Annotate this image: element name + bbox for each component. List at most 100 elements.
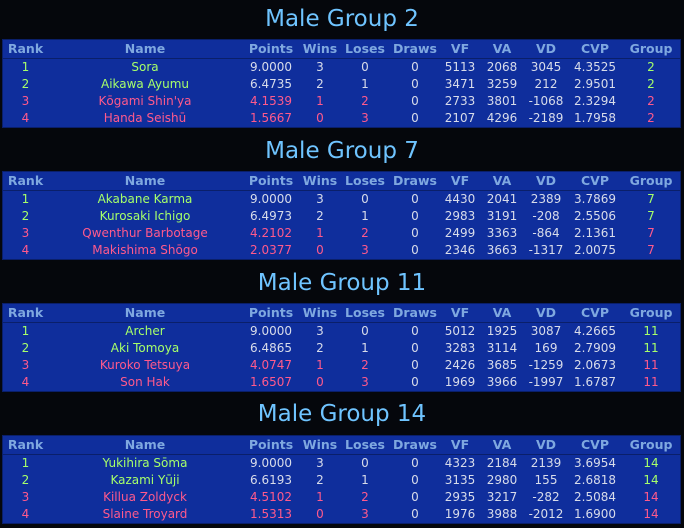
cell-vf: 1976 xyxy=(444,507,476,521)
table-row: 1 Akabane Karma 9.0000 3 0 0 4430 2041 2389 3.786… xyxy=(3,191,680,209)
cell-va: 3363 xyxy=(486,226,518,240)
cell-loses: 2 xyxy=(361,226,369,240)
cell-draws: 0 xyxy=(411,456,419,470)
cell-vf: 3135 xyxy=(444,473,476,487)
table-row: 2 Kazami Yūji 6.6193 2 1 0 3135 2980 155 2.6818 14 xyxy=(3,472,680,489)
column-header-cvp: CVP xyxy=(568,40,622,59)
standings-table: Rank Name Points Wins Loses Draws VF VA VD CVP Gro… xyxy=(2,435,681,524)
column-header-cvp: CVP xyxy=(568,172,622,191)
cell-cvp: 2.0673 xyxy=(574,358,616,372)
cell-loses: 0 xyxy=(361,192,369,206)
column-header-cvp: CVP xyxy=(568,304,622,323)
column-header-wins: Wins xyxy=(300,304,340,323)
cell-group: 14 xyxy=(643,456,659,470)
column-header-name: Name xyxy=(48,304,242,323)
cell-rank: 2 xyxy=(21,209,30,223)
cell-group: 14 xyxy=(643,507,659,521)
cell-draws: 0 xyxy=(411,507,419,521)
column-header-vf: VF xyxy=(440,304,480,323)
cell-draws: 0 xyxy=(411,375,419,389)
table-row: 3 Killua Zoldyck 4.5102 1 2 0 2935 3217 -282 2.50… xyxy=(3,489,680,506)
cell-va: 2980 xyxy=(486,473,518,487)
column-header-rank: Rank xyxy=(3,172,48,191)
cell-rank: 1 xyxy=(21,60,30,74)
cell-points: 6.4865 xyxy=(250,341,292,355)
cell-rank: 1 xyxy=(21,192,30,206)
cell-group: 11 xyxy=(643,341,659,355)
cell-rank: 3 xyxy=(21,226,30,240)
cell-vf: 2346 xyxy=(444,243,476,257)
cell-group: 11 xyxy=(643,375,659,389)
cell-name: Kazami Yūji xyxy=(110,473,180,487)
cell-group: 11 xyxy=(643,358,659,372)
standings-table: Rank Name Points Wins Loses Draws VF VA VD CVP Gro… xyxy=(2,303,681,392)
cell-points: 2.0377 xyxy=(250,243,292,257)
column-header-group: Group xyxy=(622,40,680,59)
cell-va: 3801 xyxy=(486,94,518,108)
cell-group: 2 xyxy=(647,94,655,108)
cell-cvp: 2.1361 xyxy=(574,226,616,240)
cell-draws: 0 xyxy=(411,490,419,504)
cell-draws: 0 xyxy=(411,358,419,372)
group-title: Male Group 2 xyxy=(265,6,419,32)
cell-points: 9.0000 xyxy=(250,456,292,470)
header-row: Rank Name Points Wins Loses Draws VF VA VD CVP Gro… xyxy=(3,436,680,455)
column-header-group: Group xyxy=(622,304,680,323)
cell-wins: 2 xyxy=(316,341,324,355)
column-header-draws: Draws xyxy=(390,40,440,59)
cell-name: Kōgami Shin'ya xyxy=(98,94,192,108)
cell-wins: 3 xyxy=(316,324,324,338)
cell-cvp: 2.7909 xyxy=(574,341,616,355)
cell-name: Aikawa Ayumu xyxy=(100,77,189,91)
cell-vf: 2107 xyxy=(444,111,476,125)
cell-vd: -1317 xyxy=(528,243,564,257)
cell-cvp: 4.3525 xyxy=(574,60,616,74)
cell-vf: 3283 xyxy=(444,341,476,355)
cell-vf: 2733 xyxy=(444,94,476,108)
cell-name: Son Hak xyxy=(120,375,170,389)
column-header-group: Group xyxy=(622,172,680,191)
cell-va: 3663 xyxy=(486,243,518,257)
cell-points: 6.4735 xyxy=(250,77,292,91)
cell-vd: -1997 xyxy=(528,375,564,389)
column-header-vd: VD xyxy=(524,436,568,455)
cell-va: 3966 xyxy=(486,375,518,389)
cell-group: 7 xyxy=(647,192,655,206)
column-header-draws: Draws xyxy=(390,304,440,323)
cell-vd: -282 xyxy=(532,490,560,504)
table-row: 2 Aki Tomoya 6.4865 2 1 0 3283 3114 169 2.7909 11 xyxy=(3,340,680,357)
column-header-points: Points xyxy=(242,436,300,455)
cell-vf: 4323 xyxy=(444,456,476,470)
cell-vd: 3045 xyxy=(530,60,562,74)
cell-name: Archer xyxy=(125,324,165,338)
table-row: 4 Handa Seishū 1.5667 0 3 0 2107 4296 -2189 1.795… xyxy=(3,110,680,127)
cell-wins: 2 xyxy=(316,209,324,223)
cell-cvp: 2.6818 xyxy=(574,473,616,487)
cell-rank: 4 xyxy=(21,243,30,257)
cell-va: 3988 xyxy=(486,507,518,521)
cell-name: Akabane Karma xyxy=(97,192,193,206)
column-header-vf: VF xyxy=(440,436,480,455)
cell-vf: 5113 xyxy=(444,60,476,74)
cell-loses: 0 xyxy=(361,324,369,338)
cell-wins: 0 xyxy=(316,375,324,389)
cell-va: 3114 xyxy=(486,341,518,355)
column-header-va: VA xyxy=(480,40,524,59)
table-row: 3 Kōgami Shin'ya 4.1539 1 2 0 2733 3801 -1068 2.3… xyxy=(3,93,680,110)
header-row: Rank Name Points Wins Loses Draws VF VA VD CVP Gro… xyxy=(3,304,680,323)
cell-rank: 3 xyxy=(21,358,30,372)
table-row: 3 Qwenthur Barbotage 4.2102 1 2 0 2499 3363 -864… xyxy=(3,225,680,242)
cell-rank: 4 xyxy=(21,111,30,125)
column-header-loses: Loses xyxy=(340,172,390,191)
cell-cvp: 1.6787 xyxy=(574,375,616,389)
cell-wins: 3 xyxy=(316,192,324,206)
column-header-loses: Loses xyxy=(340,436,390,455)
cell-draws: 0 xyxy=(411,111,419,125)
cell-cvp: 1.7958 xyxy=(574,111,616,125)
cell-group: 7 xyxy=(647,209,655,223)
cell-wins: 0 xyxy=(316,243,324,257)
column-header-wins: Wins xyxy=(300,40,340,59)
table-row: 1 Yukihira Sōma 9.0000 3 0 0 4323 2184 2139 3.695… xyxy=(3,455,680,473)
group-title: Male Group 11 xyxy=(257,270,427,296)
cell-vd: -2189 xyxy=(528,111,564,125)
